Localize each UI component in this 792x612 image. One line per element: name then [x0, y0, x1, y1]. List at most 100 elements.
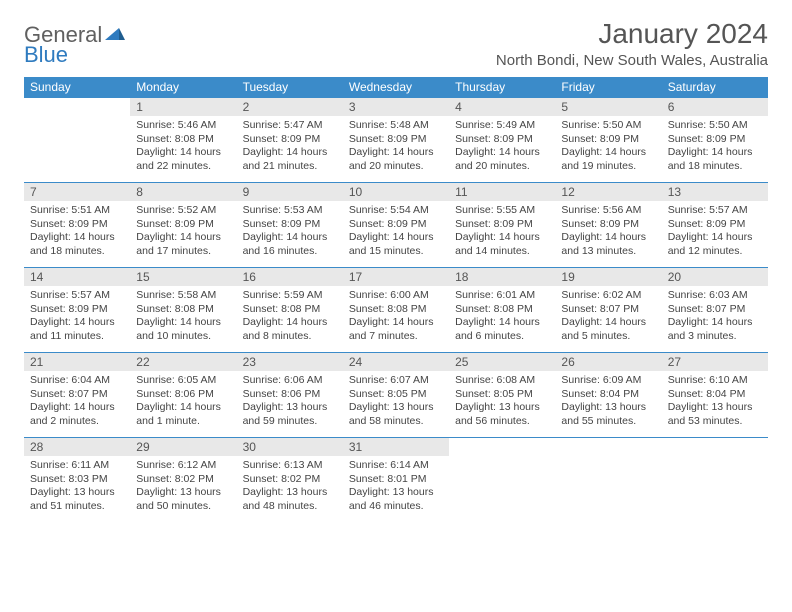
sunset-text: Sunset: 8:09 PM [243, 218, 337, 232]
day-number: 3 [343, 97, 449, 116]
day-number-empty [555, 437, 661, 456]
weekday-header: Tuesday [237, 77, 343, 97]
day-number: 21 [24, 352, 130, 371]
calendar-cell: 30Sunrise: 6:13 AMSunset: 8:02 PMDayligh… [237, 437, 343, 522]
sunrise-text: Sunrise: 5:50 AM [668, 119, 762, 133]
sunset-text: Sunset: 8:08 PM [455, 303, 549, 317]
day-number: 23 [237, 352, 343, 371]
daylight-text: Daylight: 14 hours and 20 minutes. [349, 146, 443, 173]
sunset-text: Sunset: 8:08 PM [243, 303, 337, 317]
day-number: 4 [449, 97, 555, 116]
daylight-text: Daylight: 14 hours and 2 minutes. [30, 401, 124, 428]
sunset-text: Sunset: 8:09 PM [561, 133, 655, 147]
weekday-header: Monday [130, 77, 236, 97]
sunset-text: Sunset: 8:09 PM [349, 218, 443, 232]
day-number: 8 [130, 182, 236, 201]
calendar-week-row: 1Sunrise: 5:46 AMSunset: 8:08 PMDaylight… [24, 97, 768, 182]
weekday-header: Wednesday [343, 77, 449, 97]
calendar-cell: 22Sunrise: 6:05 AMSunset: 8:06 PMDayligh… [130, 352, 236, 437]
day-number-empty [662, 437, 768, 456]
day-number: 6 [662, 97, 768, 116]
weekday-header: Sunday [24, 77, 130, 97]
day-details: Sunrise: 6:13 AMSunset: 8:02 PMDaylight:… [237, 456, 343, 518]
calendar-cell: 8Sunrise: 5:52 AMSunset: 8:09 PMDaylight… [130, 182, 236, 267]
daylight-text: Daylight: 14 hours and 19 minutes. [561, 146, 655, 173]
day-number: 28 [24, 437, 130, 456]
day-number: 25 [449, 352, 555, 371]
daylight-text: Daylight: 14 hours and 12 minutes. [668, 231, 762, 258]
daylight-text: Daylight: 14 hours and 18 minutes. [30, 231, 124, 258]
sunset-text: Sunset: 8:07 PM [30, 388, 124, 402]
daylight-text: Daylight: 14 hours and 7 minutes. [349, 316, 443, 343]
calendar-cell: 16Sunrise: 5:59 AMSunset: 8:08 PMDayligh… [237, 267, 343, 352]
sunset-text: Sunset: 8:07 PM [561, 303, 655, 317]
day-number: 13 [662, 182, 768, 201]
sunrise-text: Sunrise: 5:58 AM [136, 289, 230, 303]
sunset-text: Sunset: 8:09 PM [30, 218, 124, 232]
calendar-cell: 28Sunrise: 6:11 AMSunset: 8:03 PMDayligh… [24, 437, 130, 522]
daylight-text: Daylight: 13 hours and 48 minutes. [243, 486, 337, 513]
day-number-empty [449, 437, 555, 456]
calendar-cell [449, 437, 555, 522]
day-details: Sunrise: 6:08 AMSunset: 8:05 PMDaylight:… [449, 371, 555, 433]
sunset-text: Sunset: 8:06 PM [243, 388, 337, 402]
calendar-week-row: 14Sunrise: 5:57 AMSunset: 8:09 PMDayligh… [24, 267, 768, 352]
calendar-week-row: 7Sunrise: 5:51 AMSunset: 8:09 PMDaylight… [24, 182, 768, 267]
sunrise-text: Sunrise: 6:05 AM [136, 374, 230, 388]
daylight-text: Daylight: 14 hours and 3 minutes. [668, 316, 762, 343]
sunset-text: Sunset: 8:09 PM [561, 218, 655, 232]
day-details: Sunrise: 6:03 AMSunset: 8:07 PMDaylight:… [662, 286, 768, 348]
calendar-cell: 25Sunrise: 6:08 AMSunset: 8:05 PMDayligh… [449, 352, 555, 437]
sunrise-text: Sunrise: 6:07 AM [349, 374, 443, 388]
sunrise-text: Sunrise: 6:00 AM [349, 289, 443, 303]
sunrise-text: Sunrise: 5:53 AM [243, 204, 337, 218]
daylight-text: Daylight: 14 hours and 21 minutes. [243, 146, 337, 173]
day-details: Sunrise: 6:06 AMSunset: 8:06 PMDaylight:… [237, 371, 343, 433]
daylight-text: Daylight: 14 hours and 17 minutes. [136, 231, 230, 258]
daylight-text: Daylight: 13 hours and 55 minutes. [561, 401, 655, 428]
sunset-text: Sunset: 8:08 PM [136, 303, 230, 317]
sunset-text: Sunset: 8:09 PM [668, 218, 762, 232]
day-details: Sunrise: 6:07 AMSunset: 8:05 PMDaylight:… [343, 371, 449, 433]
sunrise-text: Sunrise: 6:08 AM [455, 374, 549, 388]
day-number: 1 [130, 97, 236, 116]
sunrise-text: Sunrise: 6:06 AM [243, 374, 337, 388]
calendar-cell: 7Sunrise: 5:51 AMSunset: 8:09 PMDaylight… [24, 182, 130, 267]
day-details: Sunrise: 6:05 AMSunset: 8:06 PMDaylight:… [130, 371, 236, 433]
daylight-text: Daylight: 13 hours and 58 minutes. [349, 401, 443, 428]
calendar-cell: 10Sunrise: 5:54 AMSunset: 8:09 PMDayligh… [343, 182, 449, 267]
sunrise-text: Sunrise: 5:50 AM [561, 119, 655, 133]
day-number: 15 [130, 267, 236, 286]
sunrise-text: Sunrise: 5:57 AM [30, 289, 124, 303]
daylight-text: Daylight: 14 hours and 15 minutes. [349, 231, 443, 258]
day-details: Sunrise: 5:58 AMSunset: 8:08 PMDaylight:… [130, 286, 236, 348]
day-number: 18 [449, 267, 555, 286]
sunrise-text: Sunrise: 5:48 AM [349, 119, 443, 133]
calendar-cell: 24Sunrise: 6:07 AMSunset: 8:05 PMDayligh… [343, 352, 449, 437]
sunset-text: Sunset: 8:08 PM [136, 133, 230, 147]
day-details: Sunrise: 6:00 AMSunset: 8:08 PMDaylight:… [343, 286, 449, 348]
day-details: Sunrise: 5:50 AMSunset: 8:09 PMDaylight:… [555, 116, 661, 178]
calendar-cell: 4Sunrise: 5:49 AMSunset: 8:09 PMDaylight… [449, 97, 555, 182]
sunset-text: Sunset: 8:01 PM [349, 473, 443, 487]
calendar-cell: 21Sunrise: 6:04 AMSunset: 8:07 PMDayligh… [24, 352, 130, 437]
day-number: 31 [343, 437, 449, 456]
calendar-cell: 18Sunrise: 6:01 AMSunset: 8:08 PMDayligh… [449, 267, 555, 352]
day-number: 9 [237, 182, 343, 201]
day-details: Sunrise: 5:49 AMSunset: 8:09 PMDaylight:… [449, 116, 555, 178]
day-details: Sunrise: 5:57 AMSunset: 8:09 PMDaylight:… [24, 286, 130, 348]
day-number: 11 [449, 182, 555, 201]
calendar-cell: 1Sunrise: 5:46 AMSunset: 8:08 PMDaylight… [130, 97, 236, 182]
day-number: 30 [237, 437, 343, 456]
title-block: January 2024 North Bondi, New South Wale… [496, 18, 768, 69]
daylight-text: Daylight: 14 hours and 8 minutes. [243, 316, 337, 343]
day-details: Sunrise: 5:54 AMSunset: 8:09 PMDaylight:… [343, 201, 449, 263]
day-number: 22 [130, 352, 236, 371]
day-number: 29 [130, 437, 236, 456]
sunrise-text: Sunrise: 5:55 AM [455, 204, 549, 218]
day-details: Sunrise: 6:02 AMSunset: 8:07 PMDaylight:… [555, 286, 661, 348]
calendar-cell: 3Sunrise: 5:48 AMSunset: 8:09 PMDaylight… [343, 97, 449, 182]
daylight-text: Daylight: 13 hours and 53 minutes. [668, 401, 762, 428]
sunrise-text: Sunrise: 6:01 AM [455, 289, 549, 303]
sunset-text: Sunset: 8:09 PM [455, 218, 549, 232]
